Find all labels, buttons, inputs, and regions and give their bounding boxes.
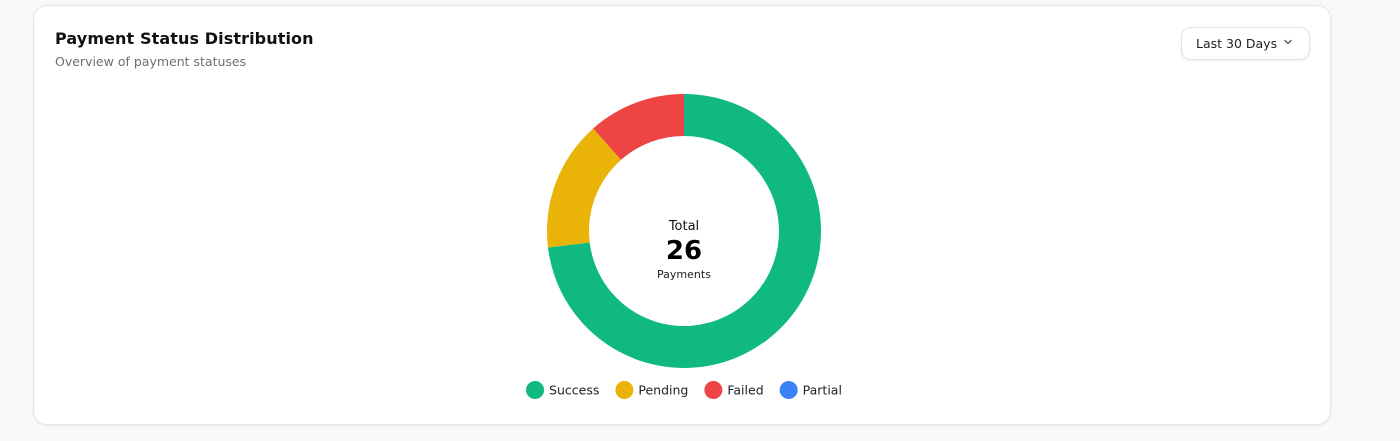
slice-success[interactable] (547, 94, 821, 368)
legend-dot-failed (704, 381, 723, 399)
card-title: Payment Status Distribution (55, 29, 314, 48)
center-label-bottom: Payments (657, 268, 711, 281)
donut-slices (547, 94, 821, 368)
center-label-top: Total (668, 219, 699, 234)
card-subtitle: Overview of payment statuses (55, 54, 247, 69)
slice-failed[interactable] (593, 94, 684, 160)
legend-label-success[interactable]: Success (549, 383, 599, 398)
chevron-down-icon (1284, 39, 1292, 45)
legend-label-pending[interactable]: Pending (638, 383, 688, 398)
date-range-value: Last 30 Days (1196, 36, 1278, 51)
legend-dot-pending (615, 381, 634, 399)
legend-dot-success (526, 381, 545, 399)
date-range-select[interactable]: Last 30 Days (1181, 27, 1310, 60)
chart-legend: Success Pending Failed Partial (526, 381, 842, 399)
legend-label-partial[interactable]: Partial (803, 383, 842, 398)
center-total-value: 26 (666, 236, 702, 266)
legend-dot-partial (779, 381, 798, 399)
slice-pending[interactable] (547, 128, 622, 248)
payment-status-card: Payment Status Distribution Overview of … (33, 5, 1331, 425)
donut-chart: Total 26 Payments Success Pending Failed Pa… (526, 94, 842, 399)
legend-label-failed[interactable]: Failed (727, 383, 763, 398)
